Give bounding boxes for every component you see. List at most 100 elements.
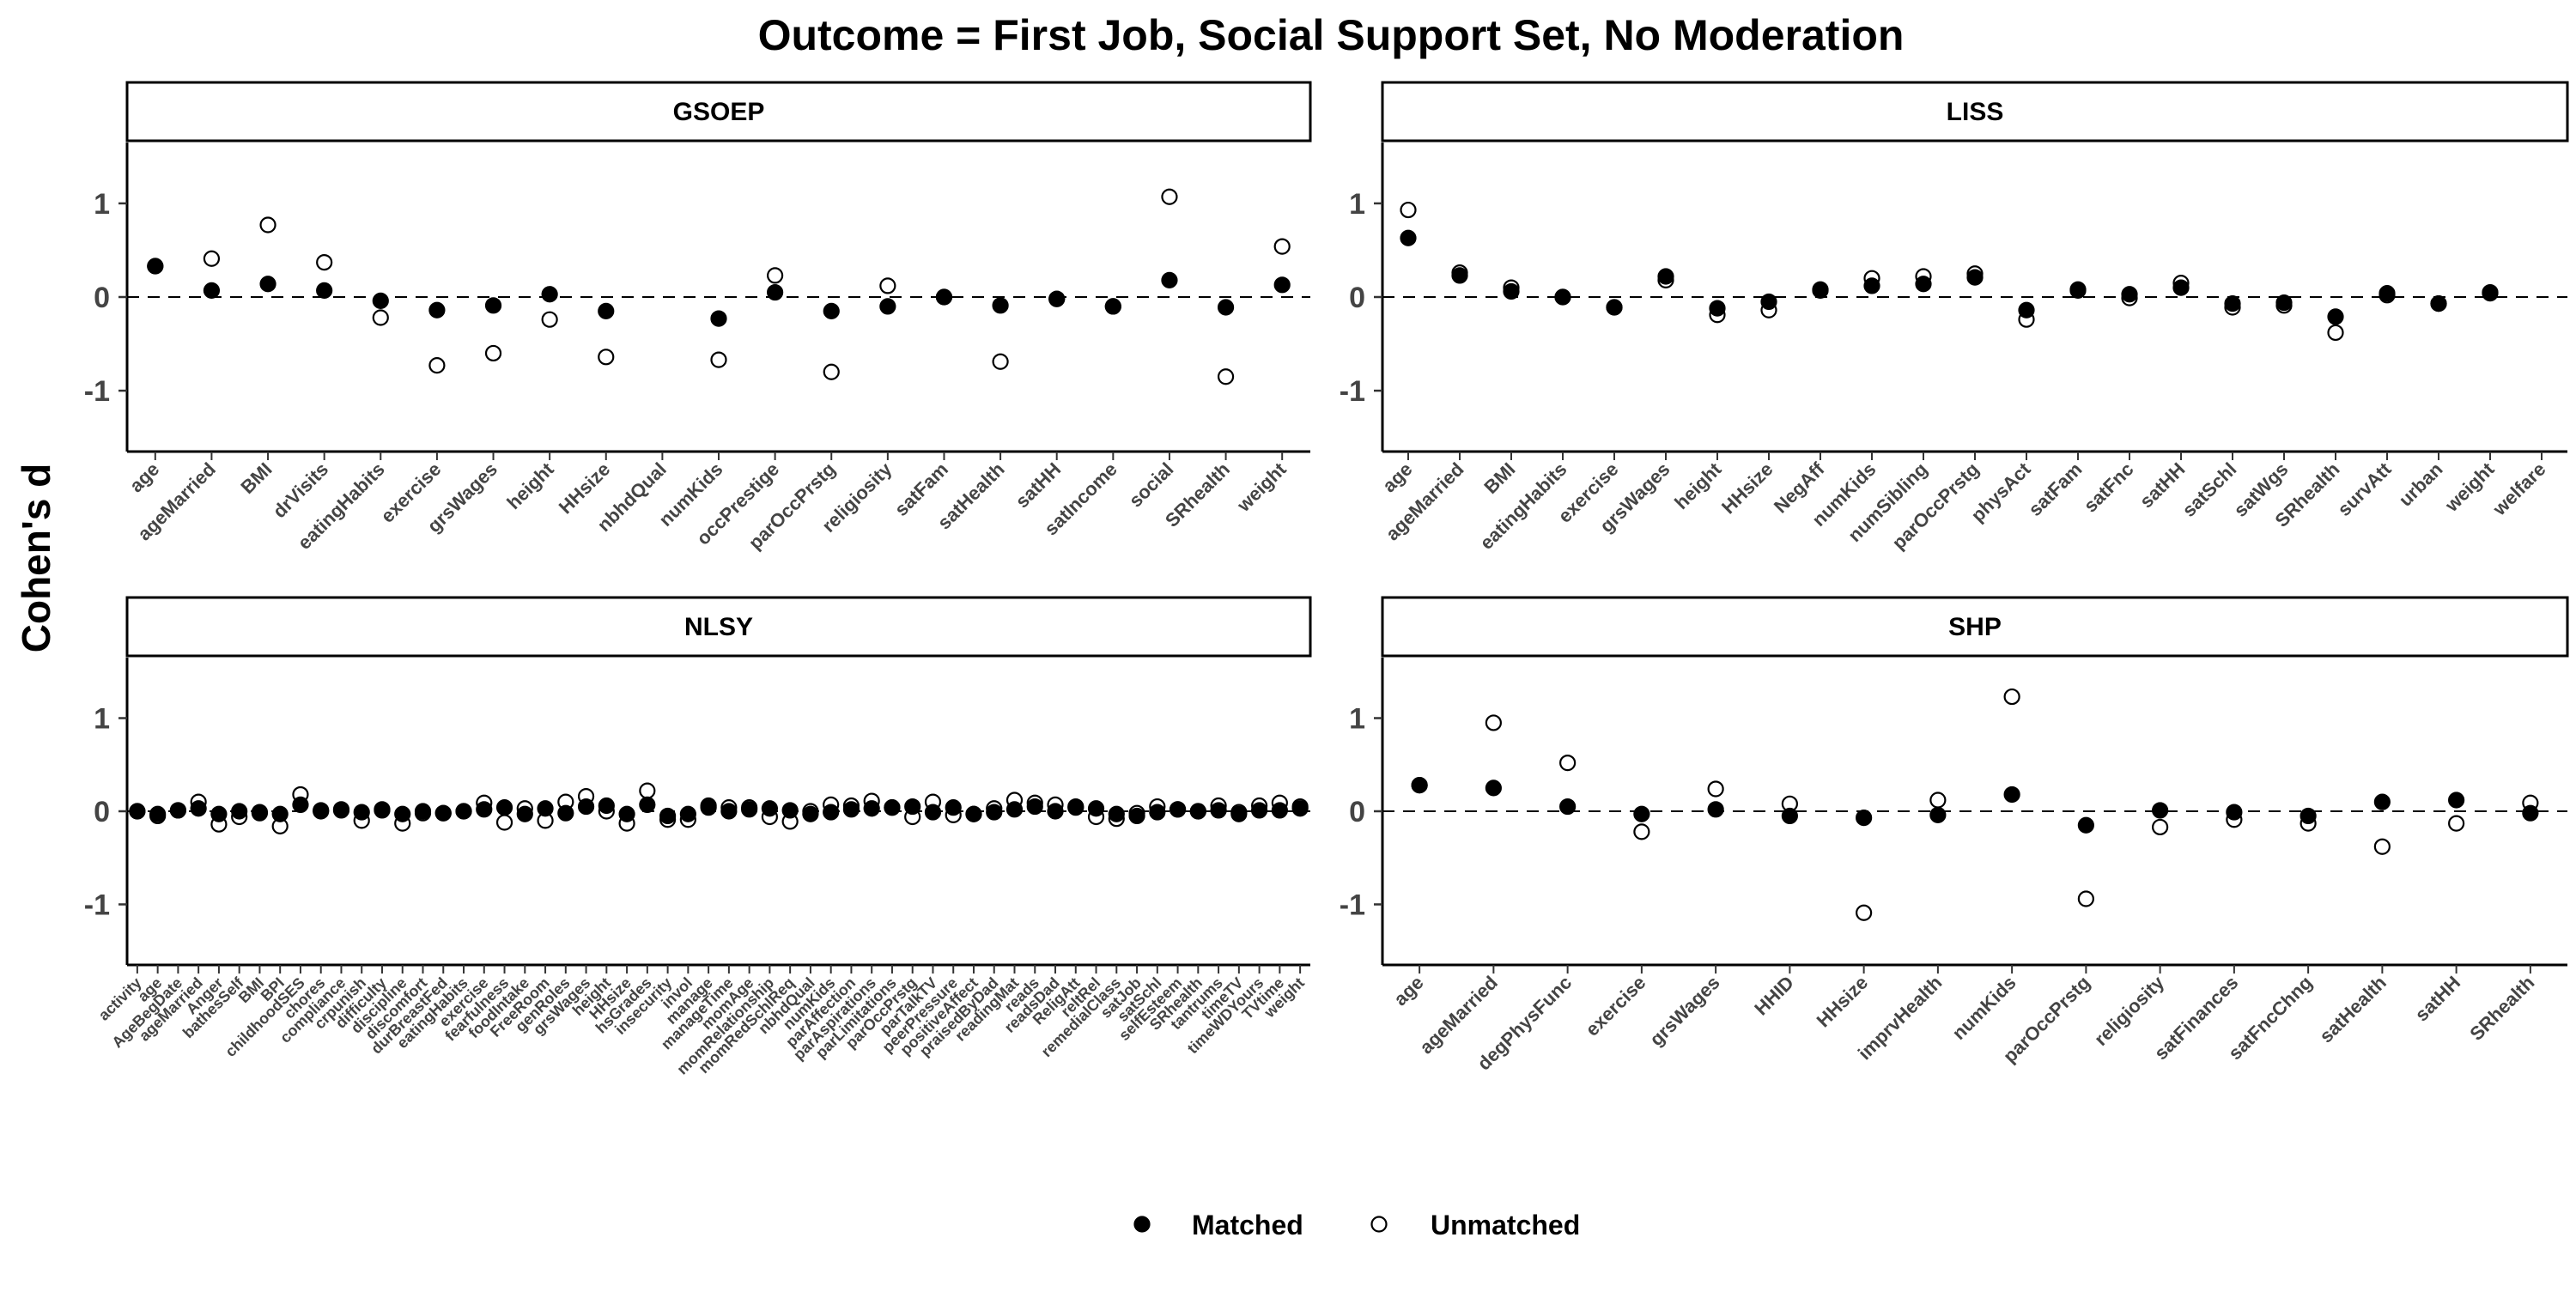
x-tick-label: height <box>1670 458 1726 513</box>
y-tick-label: -1 <box>84 889 110 921</box>
x-tick-label: weight <box>1232 458 1291 516</box>
matched-point-nlsy-selfesteem <box>1169 801 1187 818</box>
unmatched-point-shp-degphysfunc <box>1559 754 1577 772</box>
matched-point-gsoep-occprestige <box>767 283 784 301</box>
unmatched-point-gsoep-agemarried <box>203 250 221 267</box>
y-tick-label: 1 <box>94 188 110 221</box>
matched-point-nlsy-reltrel <box>1087 800 1105 817</box>
matched-point-shp-degphysfunc <box>1559 798 1577 816</box>
y-tick-label: 0 <box>1349 796 1365 828</box>
unmatched-point-nlsy-fearfulness <box>495 814 513 831</box>
matched-point-shp-paroccprstg <box>2077 816 2094 834</box>
matched-point-liss-numsibling <box>1915 276 1932 293</box>
matched-point-shp-exercise <box>1633 805 1650 822</box>
matched-point-nlsy-paraffection <box>842 801 860 818</box>
x-tick-label: satHH <box>1012 458 1066 513</box>
matched-point-nlsy-religatt <box>1067 799 1084 816</box>
unmatched-point-liss-age <box>1400 201 1417 219</box>
matched-point-nlsy-freeroom <box>537 800 554 817</box>
unmatched-point-gsoep-paroccprstg <box>823 363 840 380</box>
x-tick-label: social <box>1125 458 1178 512</box>
matched-point-liss-satfnc <box>2121 286 2138 303</box>
x-tick-label: grsWages <box>1645 972 1723 1050</box>
y-tick-label: 0 <box>1349 282 1365 314</box>
panel-strip-shp <box>1381 596 2569 658</box>
unmatched-point-gsoep-grswages <box>484 344 502 362</box>
matched-point-nlsy-agebegdate <box>169 802 186 819</box>
unmatched-point-gsoep-social <box>1161 188 1178 205</box>
matched-point-shp-satfinances <box>2226 804 2243 821</box>
panel-strip-nlsy <box>125 596 1312 658</box>
matched-point-liss-exercise <box>1606 299 1623 316</box>
matched-point-shp-satfncchng <box>2300 807 2317 825</box>
x-tick-label: survAtt <box>2333 458 2396 520</box>
matched-point-nlsy-insecurity <box>659 807 677 825</box>
legend-marker-matched <box>1133 1216 1151 1233</box>
x-tick-label: welfare <box>2488 458 2550 520</box>
matched-point-liss-age <box>1400 229 1417 246</box>
matched-point-nlsy-satschl <box>1149 804 1166 821</box>
matched-point-nlsy-partalktv <box>924 804 942 821</box>
x-tick-label: height <box>502 458 558 513</box>
unmatched-point-shp-hhsize <box>1856 904 1873 921</box>
unmatched-point-gsoep-eatinghabits <box>372 309 389 326</box>
unmatched-point-shp-paroccprstg <box>2077 890 2094 907</box>
unmatched-point-gsoep-height <box>541 311 558 328</box>
unmatched-point-nlsy-hsgrades <box>639 782 656 799</box>
matched-point-nlsy-readsdad <box>1047 803 1064 820</box>
y-tick-label: 0 <box>94 796 110 828</box>
panel-strip-liss <box>1381 81 2569 143</box>
matched-point-gsoep-religiosity <box>879 298 896 315</box>
matched-point-gsoep-age <box>147 258 164 275</box>
x-tick-label: exercise <box>1581 972 1649 1040</box>
matched-point-liss-height <box>1709 300 1726 317</box>
matched-point-shp-imprvhealth <box>1929 806 1947 823</box>
unmatched-point-shp-numkids <box>2003 688 2020 706</box>
matched-point-liss-negaff <box>1812 281 1829 298</box>
matched-point-nlsy-srhealth <box>1189 803 1206 820</box>
matched-point-gsoep-agemarried <box>203 282 221 299</box>
matched-point-gsoep-bmi <box>259 276 276 293</box>
matched-point-nlsy-difficulty <box>374 801 391 818</box>
matched-point-nlsy-age <box>149 805 167 822</box>
x-tick-label: weight <box>2440 458 2499 516</box>
matched-point-liss-srhealth <box>2327 308 2344 325</box>
x-tick-label: satHealth <box>2315 972 2391 1047</box>
matched-point-liss-paroccprstg <box>1966 269 1984 286</box>
panel-title-nlsy: NLSY <box>684 613 753 641</box>
matched-point-gsoep-sathealth <box>992 297 1009 314</box>
matched-point-nlsy-readingmat <box>1005 801 1024 818</box>
legend-label-matched: Matched <box>1192 1210 1303 1240</box>
y-tick-label: 1 <box>94 703 110 736</box>
matched-point-liss-eatinghabits <box>1554 288 1571 306</box>
matched-point-nlsy-timewdyours <box>1251 802 1268 819</box>
x-tick-label: age <box>1389 972 1427 1010</box>
matched-point-nlsy-satjob <box>1128 807 1145 825</box>
y-tick-label: -1 <box>1340 375 1365 408</box>
matched-point-nlsy-tantrums <box>1210 802 1227 819</box>
legend-label-unmatched: Unmatched <box>1431 1210 1580 1240</box>
unmatched-point-gsoep-numkids <box>710 351 727 368</box>
panel-nlsy: NLSY-101activityageAgeBegDateageMarriedA… <box>84 596 1312 1078</box>
unmatched-point-gsoep-hhsize <box>598 349 615 366</box>
matched-point-nlsy-bathesself <box>231 803 248 820</box>
matched-point-gsoep-sathh <box>1048 290 1066 307</box>
matched-point-nlsy-reads <box>1026 798 1043 816</box>
matched-point-nlsy-height <box>598 797 615 815</box>
legend-marker-unmatched <box>1370 1216 1388 1233</box>
y-tick-label: -1 <box>1340 889 1365 921</box>
matched-point-gsoep-social <box>1161 271 1178 288</box>
y-tick-label: 1 <box>1349 703 1365 736</box>
matched-point-nlsy-grswages <box>577 798 595 816</box>
x-tick-label: age <box>1378 458 1416 496</box>
panel-title-liss: LISS <box>1947 98 2004 126</box>
matched-point-nlsy-managetime <box>720 803 738 820</box>
unmatched-point-shp-sathh <box>2448 815 2465 832</box>
unmatched-point-gsoep-srhealth <box>1217 368 1235 385</box>
matched-point-liss-numkids <box>1863 277 1880 294</box>
matched-point-nlsy-momage <box>741 801 758 818</box>
unmatched-point-gsoep-bmi <box>259 216 276 234</box>
matched-point-nlsy-paroccprstg <box>904 798 921 816</box>
